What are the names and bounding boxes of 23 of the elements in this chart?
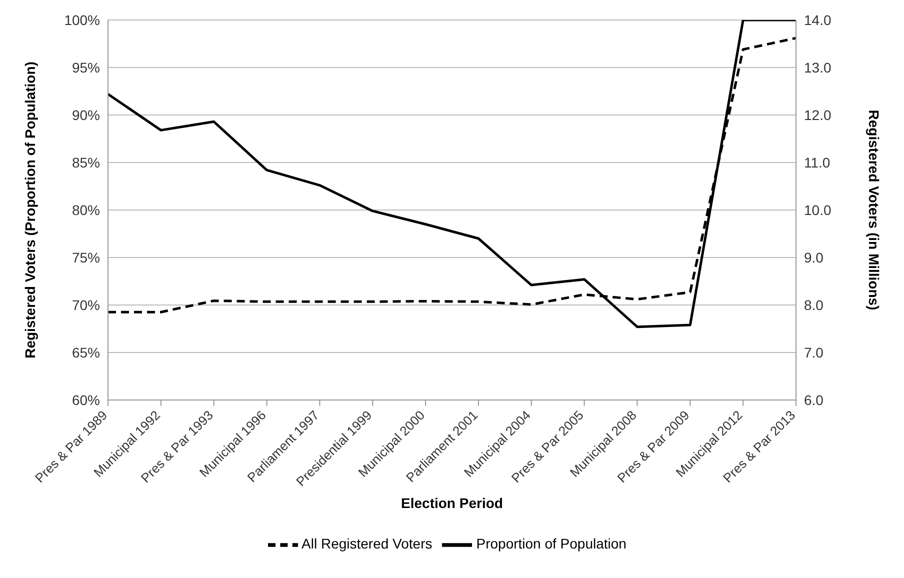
y-tick-label: 80%: [72, 202, 100, 218]
y-tick-label: 100%: [64, 12, 100, 28]
y2-tick-label: 14.0: [804, 12, 832, 28]
y2-tick-label: 7.0: [804, 344, 824, 360]
y2-tick-label: 9.0: [804, 249, 824, 266]
y-tick-label: 60%: [72, 392, 100, 408]
x-axis-title: Election Period: [401, 495, 503, 511]
legend-label: Proportion of Population: [476, 536, 626, 552]
y-tick-label: 95%: [72, 59, 100, 76]
y2-tick-label: 10.0: [804, 202, 832, 218]
y2-tick-label: 12.0: [804, 106, 832, 123]
y2-tick-label: 6.0: [804, 392, 824, 408]
y-tick-label: 90%: [72, 106, 100, 123]
y-tick-label: 85%: [72, 154, 100, 170]
y-tick-label: 75%: [72, 249, 100, 266]
y-tick-label: 65%: [72, 344, 100, 360]
y-axis-title: Registered Voters (Proportion of Population): [22, 62, 38, 358]
legend-label: All Registered Voters: [302, 536, 432, 552]
y-tick-label: 70%: [72, 296, 100, 313]
y2-tick-label: 13.0: [804, 59, 832, 76]
y2-tick-label: 11.0: [804, 154, 830, 170]
y2-axis-title: Registered Voters (in Millions): [866, 110, 882, 310]
y2-tick-label: 8.0: [804, 296, 824, 313]
